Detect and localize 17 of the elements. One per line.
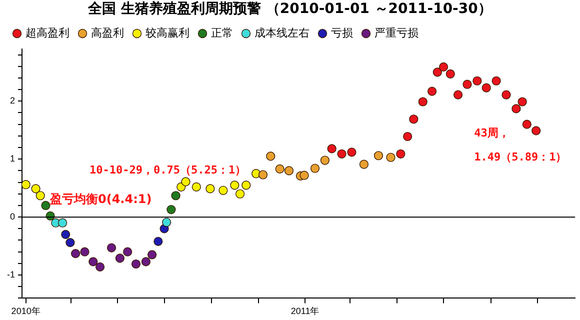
legend-label: 成本线左右 [254,26,310,40]
annotation: 43周， 1.49（5.89：1） [474,126,567,164]
y-tick-label: 2 [10,96,15,106]
y-tick-label: 1 [10,154,15,164]
legend-label: 较高赢利 [146,26,190,40]
annotation: 10-10-29，0.75（5.25：1） [90,164,246,177]
y-tick-label: 0 [10,212,15,222]
x-tick-label: 2011年 [290,306,320,316]
y-tick-label: -1 [6,270,15,280]
legend-label: 高盈利 [91,26,124,40]
ref-line-label: 盈亏均衡0(4.4:1) [49,192,152,206]
chart-title: 全国 生猪养殖盈利周期预警 （2010-01-01 ～2011-10-30） [87,0,493,18]
x-tick-label: 2010年 [11,306,40,316]
legend-label: 严重亏损 [374,26,418,40]
legend-label: 正常 [211,26,233,40]
legend-label: 亏损 [331,28,353,40]
legend-label: 超高盈利 [26,26,70,40]
